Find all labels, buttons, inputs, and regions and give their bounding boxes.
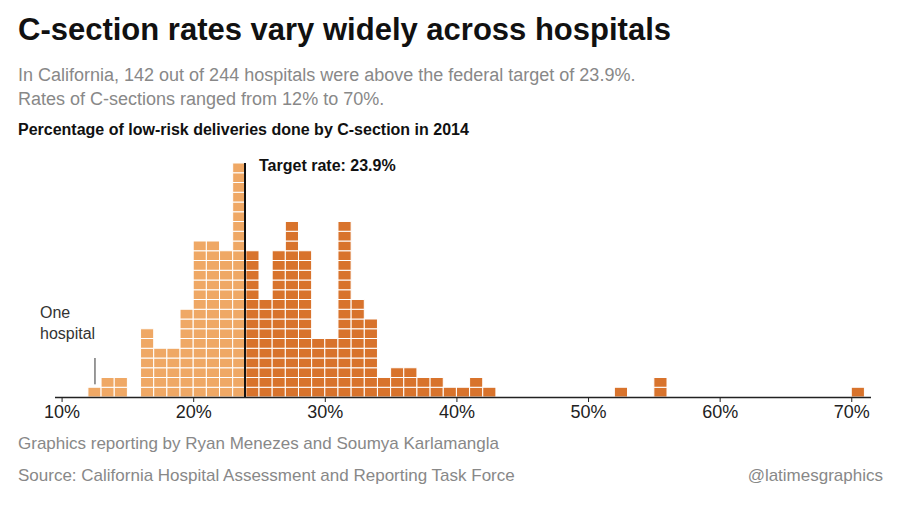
html-text:Graphics reporting by Ryan Men: Graphics reporting by Ryan Menezes and S… [18, 434, 499, 453]
html-text:Source: California Hospital As: Source: California Hospital Assessment a… [18, 466, 515, 485]
svg-text:50%: 50% [571, 402, 607, 422]
html-text:In California, 142 out of 244: In California, 142 out of 244 hospitals … [18, 65, 636, 109]
html-text:Percentage of low-risk deliver: Percentage of low-risk deliveries done b… [18, 121, 469, 138]
html-text:C-section rates vary widely ac: C-section rates vary widely across hospi… [18, 12, 671, 47]
svg-text:Onehospital: Onehospital [40, 304, 95, 343]
svg-text:60%: 60% [702, 402, 738, 422]
svg-text:30%: 30% [307, 402, 343, 422]
svg-text:Target rate: 23.9%: Target rate: 23.9% [259, 157, 396, 174]
svg-text:20%: 20% [176, 402, 212, 422]
svg-text:10%: 10% [44, 402, 80, 422]
svg-text:40%: 40% [439, 402, 475, 422]
html-text:@latimesgraphics: @latimesgraphics [747, 466, 883, 485]
svg-text:70%: 70% [834, 402, 870, 422]
